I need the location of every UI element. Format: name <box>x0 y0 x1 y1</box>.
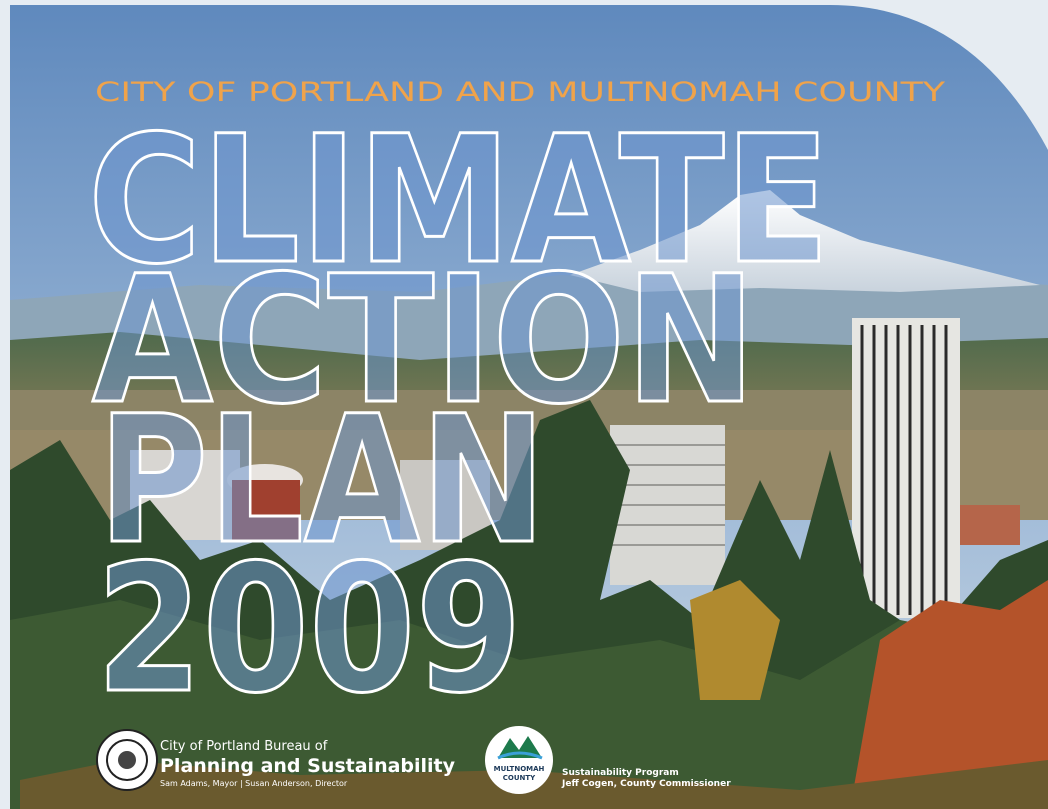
county-commissioner: Jeff Cogen, County Commissioner <box>561 779 731 789</box>
cover-photo <box>10 5 1048 809</box>
title-line: ACTION <box>92 238 756 443</box>
county-logo <box>485 726 553 794</box>
agency-line: CITY OF PORTLAND AND MULTNOMAH COUNTY <box>95 77 946 108</box>
city-seal <box>96 729 158 791</box>
county-logo-line: MULTNOMAH <box>494 765 545 773</box>
title-line: 2009 <box>96 527 522 732</box>
title-line: CLIMATE <box>88 98 830 303</box>
bureau-line: City of Portland Bureau of <box>160 739 328 754</box>
title-line: PLAN <box>98 378 546 583</box>
bureau-officials: Sam Adams, Mayor | Susan Anderson, Direc… <box>160 779 348 788</box>
county-logo-line: COUNTY <box>503 774 536 782</box>
county-program: Sustainability Program <box>562 768 679 778</box>
bureau-name: Planning and Sustainability <box>160 755 456 777</box>
